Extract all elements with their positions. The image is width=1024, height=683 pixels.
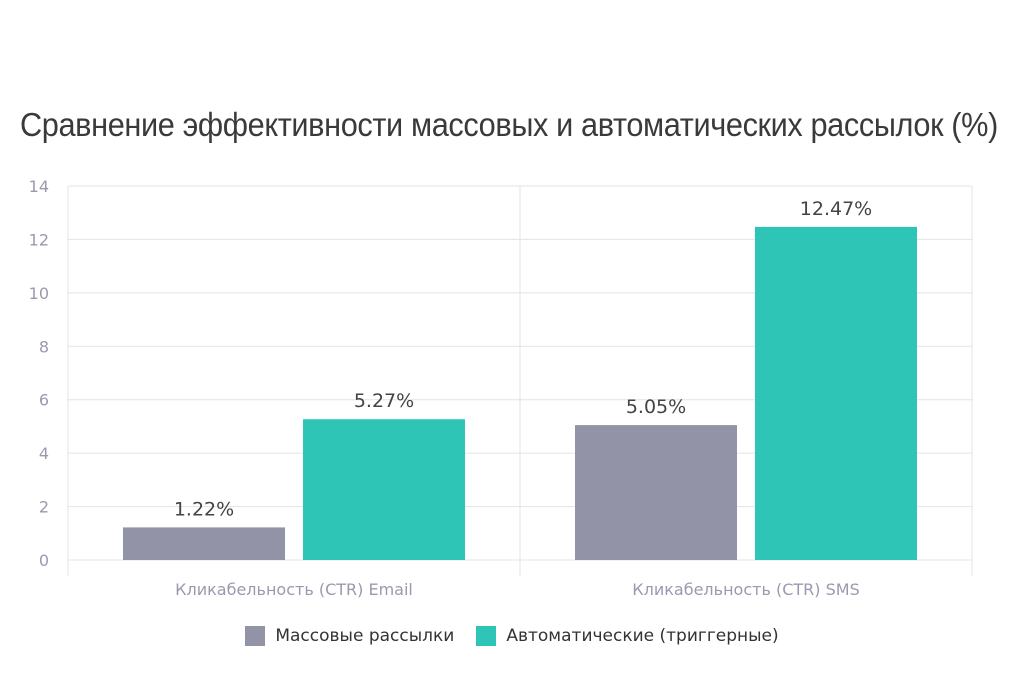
y-tick-label-3: 6 bbox=[39, 391, 49, 410]
y-tick-label-0: 0 bbox=[39, 551, 49, 570]
data-label-0-1: 5.27% bbox=[354, 390, 414, 412]
legend-swatch-auto bbox=[476, 626, 497, 646]
y-tick-label-1: 2 bbox=[39, 498, 49, 517]
bar-0-0 bbox=[123, 527, 285, 560]
data-label-1-0: 5.05% bbox=[626, 396, 686, 418]
bar-0-1 bbox=[303, 419, 465, 560]
y-tick-label-4: 8 bbox=[39, 337, 49, 356]
chart-title: Сравнение эффективности массовых и автом… bbox=[20, 106, 998, 143]
y-tick-label-2: 4 bbox=[39, 444, 49, 463]
legend-item-mass[interactable]: Массовые рассылки bbox=[245, 626, 454, 646]
legend-swatch-mass bbox=[245, 626, 266, 646]
data-label-1-1: 12.47% bbox=[800, 198, 872, 220]
data-label-0-0: 1.22% bbox=[174, 498, 234, 520]
x-tick-label-1: Кликабельность (CTR) SMS bbox=[632, 580, 859, 599]
legend: Массовые рассылки Автоматические (тригге… bbox=[0, 626, 1024, 646]
bar-1-0 bbox=[575, 425, 737, 560]
y-tick-label-5: 10 bbox=[29, 284, 49, 303]
legend-label-mass: Массовые рассылки bbox=[275, 626, 455, 646]
y-tick-label-6: 12 bbox=[29, 230, 49, 249]
legend-label-auto: Автоматические (триггерные) bbox=[506, 626, 779, 646]
y-tick-label-7: 14 bbox=[29, 177, 49, 196]
bar-1-1 bbox=[755, 226, 917, 560]
plot-area: 0 2 4 6 8 10 12 14 1.22% 5.27% Кликабельность (CTR… bbox=[29, 177, 973, 599]
legend-item-auto[interactable]: Автоматические (триггерные) bbox=[476, 626, 779, 646]
x-tick-label-0: Кликабельность (CTR) Email bbox=[175, 580, 413, 599]
